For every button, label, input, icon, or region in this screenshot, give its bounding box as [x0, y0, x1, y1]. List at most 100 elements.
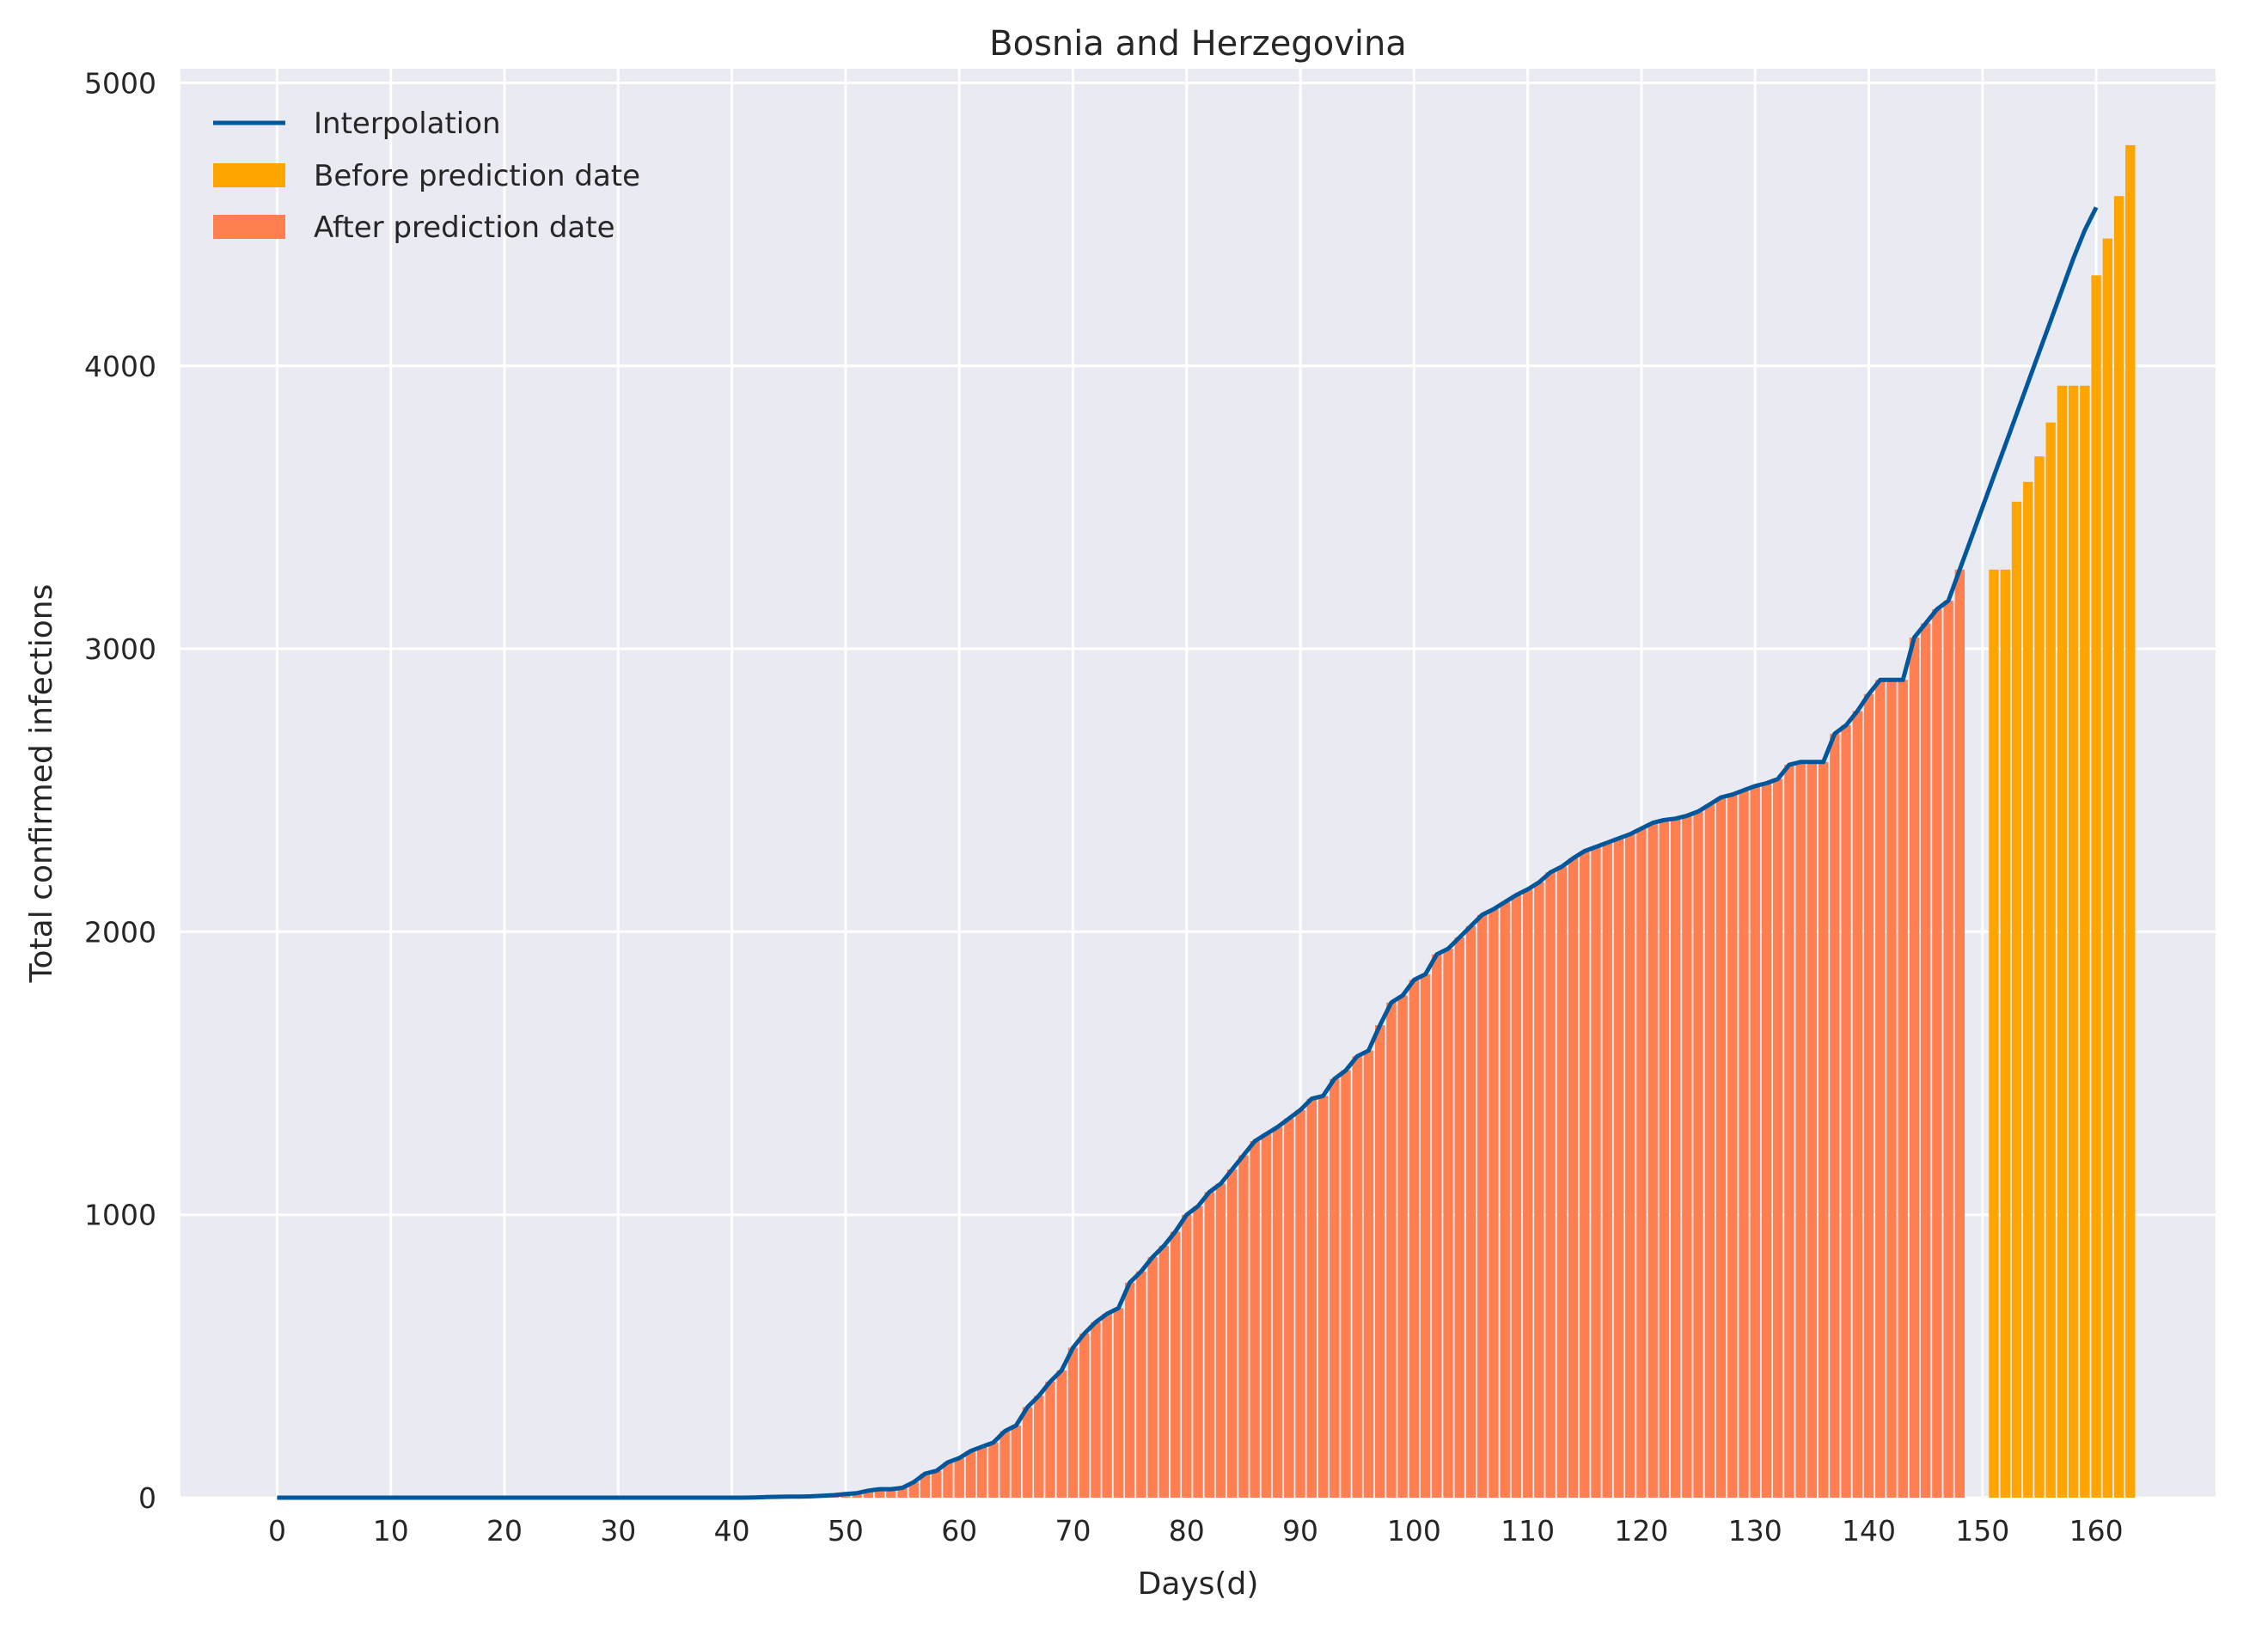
- bar-before: [2080, 385, 2090, 1499]
- bar-after: [1113, 1308, 1124, 1498]
- bar-after: [1250, 1141, 1260, 1498]
- bar-after: [1875, 680, 1886, 1498]
- x-tick-label: 20: [486, 1514, 523, 1548]
- legend-label-after: After prediction date: [314, 211, 615, 245]
- bar-after: [863, 1490, 874, 1498]
- bar-after: [1659, 820, 1670, 1498]
- bar-after: [1898, 680, 1908, 1498]
- x-tick-label: 90: [1282, 1514, 1318, 1548]
- legend: Interpolation Before prediction date Aft…: [213, 107, 640, 245]
- bar-after: [1272, 1126, 1283, 1498]
- x-tick-label: 0: [268, 1514, 286, 1548]
- y-axis-label: Total confirmed infections: [24, 584, 59, 984]
- bar-after: [1920, 623, 1931, 1498]
- bar-after: [988, 1442, 999, 1498]
- bar-after: [965, 1450, 976, 1498]
- bar-after: [1079, 1334, 1090, 1498]
- bar-after: [1670, 818, 1681, 1498]
- bar-after: [874, 1489, 885, 1498]
- bar-after: [1841, 724, 1851, 1498]
- bar-before: [2091, 275, 2101, 1499]
- bar-after: [1397, 995, 1408, 1498]
- bar-after: [1704, 804, 1715, 1498]
- y-tick-label: 2000: [84, 915, 156, 949]
- y-tick-label: 1000: [84, 1199, 156, 1232]
- bar-after: [1215, 1183, 1226, 1498]
- x-tick-label: 160: [2069, 1514, 2124, 1548]
- bar-after: [1806, 761, 1818, 1498]
- bar-after: [1238, 1155, 1249, 1498]
- bar-after: [1580, 851, 1590, 1498]
- bar-after: [920, 1474, 931, 1498]
- bar-after: [1477, 914, 1488, 1498]
- bar-after: [1489, 909, 1499, 1498]
- chart-title: Bosnia and Herzegovina: [989, 24, 1407, 64]
- bar-after: [1511, 894, 1522, 1498]
- bar-before: [2125, 144, 2136, 1499]
- x-tick-label: 120: [1614, 1514, 1668, 1548]
- bar-after: [1909, 637, 1920, 1498]
- x-tick-label: 60: [941, 1514, 977, 1548]
- bar-before: [2102, 238, 2113, 1498]
- bar-after: [976, 1446, 987, 1498]
- bar-after: [1386, 1002, 1397, 1498]
- bar-after: [1170, 1231, 1181, 1498]
- x-tick-label: 110: [1501, 1514, 1555, 1548]
- bar-after: [1091, 1322, 1101, 1498]
- bar-after: [1500, 901, 1510, 1498]
- y-tick-label: 3000: [84, 632, 156, 666]
- bar-after: [1636, 828, 1647, 1498]
- bar-after: [1306, 1098, 1317, 1498]
- bar-after: [1932, 608, 1942, 1498]
- y-tick-label: 4000: [84, 350, 156, 383]
- bar-after: [1602, 842, 1612, 1498]
- bar-after: [1124, 1282, 1135, 1498]
- bar-before: [2057, 385, 2068, 1499]
- bar-after: [954, 1457, 964, 1498]
- bar-after: [1954, 569, 1965, 1498]
- bar-after: [1648, 822, 1658, 1498]
- bar-after: [1682, 815, 1692, 1498]
- bar-after: [1750, 785, 1760, 1498]
- bar-after: [1534, 882, 1544, 1498]
- bar-before: [2045, 422, 2056, 1498]
- bar-after: [1465, 925, 1476, 1498]
- bar-after: [1022, 1407, 1033, 1498]
- bar-after: [1193, 1206, 1203, 1498]
- bar-after: [1863, 693, 1874, 1498]
- bar-before: [2113, 196, 2124, 1499]
- bar-after: [1136, 1271, 1146, 1498]
- y-tick-label: 0: [138, 1481, 156, 1515]
- bar-after: [1204, 1192, 1214, 1498]
- legend-label-before: Before prediction date: [314, 159, 640, 193]
- bar-after: [1591, 846, 1601, 1498]
- bar-after: [1432, 954, 1442, 1498]
- bar-after: [1363, 1050, 1374, 1498]
- bar-after: [1147, 1257, 1158, 1498]
- bar-after: [1056, 1370, 1067, 1498]
- bar-after: [1000, 1431, 1010, 1498]
- y-tick-label: 5000: [84, 66, 156, 100]
- bar-after: [1715, 797, 1727, 1498]
- legend-swatch-before: [213, 163, 285, 187]
- bar-after: [1522, 888, 1533, 1498]
- bar-after: [1352, 1056, 1362, 1498]
- bar-after: [1182, 1214, 1192, 1498]
- bar-after: [1330, 1078, 1340, 1498]
- bar-before: [2011, 501, 2022, 1498]
- bar-after: [1772, 778, 1783, 1498]
- interpolation-line: [277, 206, 2099, 1500]
- x-axis-label: Days(d): [1138, 1566, 1259, 1602]
- x-tick-label: 50: [828, 1514, 864, 1548]
- bar-after: [1852, 711, 1862, 1498]
- bar-after: [897, 1487, 908, 1498]
- x-tick-label: 70: [1055, 1514, 1091, 1548]
- bar-after: [908, 1481, 919, 1498]
- x-tick-label: 10: [373, 1514, 409, 1548]
- bar-after: [1034, 1395, 1044, 1498]
- bar-after: [1341, 1070, 1351, 1498]
- bar-after: [1784, 765, 1794, 1498]
- bar-after: [1761, 783, 1772, 1498]
- bars-before-prediction: [1989, 144, 2136, 1499]
